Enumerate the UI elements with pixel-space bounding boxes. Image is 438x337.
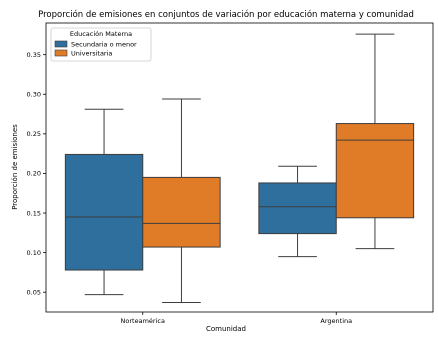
legend-swatch bbox=[54, 40, 68, 48]
chart-title: Proporción de emisiones en conjuntos de … bbox=[38, 9, 414, 20]
legend-entry: Secundaria o menor bbox=[71, 41, 137, 49]
legend-title: Educación Materna bbox=[70, 30, 132, 38]
y-tick-label: 0.20 bbox=[27, 170, 41, 178]
legend-frame bbox=[50, 27, 152, 62]
legend: Educación Materna Secundaria o menorUnive… bbox=[50, 27, 152, 62]
box-iqr bbox=[142, 176, 221, 248]
x-tick-label: Argentina bbox=[320, 317, 352, 325]
y-tick-label: 0.10 bbox=[27, 249, 41, 257]
box-0-1 bbox=[142, 98, 221, 303]
box-0-0 bbox=[64, 108, 144, 296]
x-tick-label: Norteamérica bbox=[121, 317, 165, 325]
y-axis-label: Proporción de emisiones bbox=[11, 124, 19, 210]
plot-frame bbox=[45, 22, 434, 313]
legend-swatch bbox=[54, 49, 68, 57]
box-iqr bbox=[335, 123, 415, 219]
y-tick-label: 0.05 bbox=[27, 289, 41, 297]
y-tick-label: 0.35 bbox=[27, 51, 41, 59]
box-iqr bbox=[258, 182, 337, 235]
y-tick-label: 0.25 bbox=[27, 130, 41, 138]
legend-entry: Universitaria bbox=[71, 50, 112, 58]
box-1-0 bbox=[258, 165, 337, 258]
plot-area: 0.05 0.10 0.15 0.20 0.25 0.30 0.35 Norteamérica… bbox=[27, 22, 434, 325]
box-iqr bbox=[64, 153, 144, 271]
y-tick-label: 0.15 bbox=[27, 209, 41, 217]
x-axis-label: Comunidad bbox=[206, 325, 246, 333]
box-1-1 bbox=[335, 33, 415, 250]
y-tick-label: 0.30 bbox=[27, 91, 41, 99]
